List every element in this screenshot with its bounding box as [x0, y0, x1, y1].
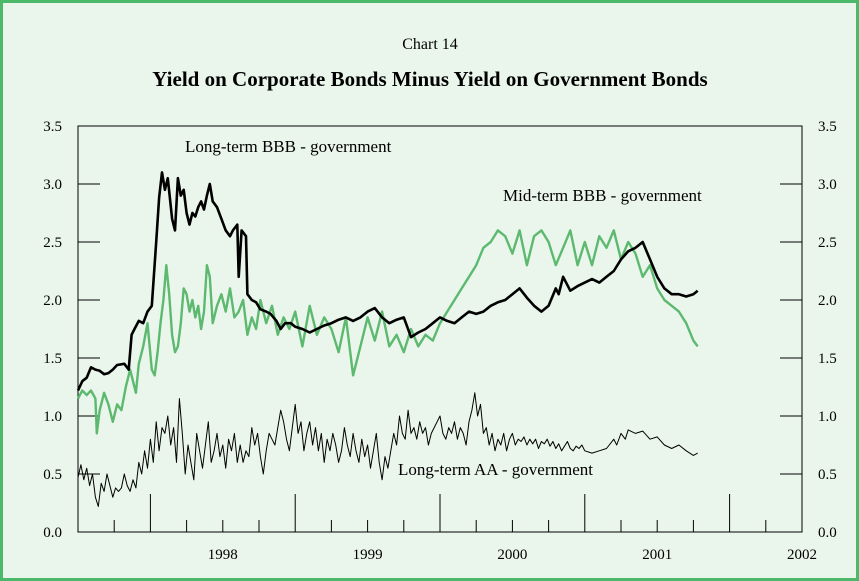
- x-tick-label: 2000: [497, 547, 527, 563]
- y-tick-label-left: 0.5: [43, 467, 62, 483]
- annotation-mid-term-bbb: Mid-term BBB - government: [503, 186, 702, 205]
- y-tick-label-right: 3.5: [818, 119, 837, 135]
- y-tick-label-left: 3.5: [43, 119, 62, 135]
- series-line-long-term-aa-government: [77, 392, 698, 507]
- series-layer: [76, 171, 699, 507]
- series-line-mid-term-bbb-government: [76, 229, 699, 435]
- series-line-long-term-bbb-government: [76, 171, 699, 392]
- annotation-long-term-aa: Long-term AA - government: [398, 460, 593, 479]
- y-tick-label-left: 0.0: [43, 525, 62, 541]
- x-tick-label: 1999: [353, 547, 383, 563]
- x-tick-label: 2002: [787, 547, 817, 563]
- y-tick-label-right: 2.0: [818, 293, 837, 309]
- figure-label: Chart 14: [402, 36, 458, 53]
- y-tick-label-left: 2.0: [43, 293, 62, 309]
- y-tick-label-left: 1.5: [43, 351, 62, 367]
- y-tick-label-right: 3.0: [818, 177, 837, 193]
- y-tick-label-left: 3.0: [43, 177, 62, 193]
- x-tick-label: 1998: [208, 547, 238, 563]
- y-tick-label-right: 1.0: [818, 409, 837, 425]
- y-tick-label-right: 2.5: [818, 235, 837, 251]
- y-tick-label-right: 0.5: [818, 467, 837, 483]
- chart-title: Yield on Corporate Bonds Minus Yield on …: [152, 67, 707, 91]
- y-tick-label-right: 1.5: [818, 351, 837, 367]
- annotation-long-term-bbb: Long-term BBB - government: [185, 137, 392, 156]
- y-tick-label-left: 2.5: [43, 235, 62, 251]
- y-tick-label-right: 0.0: [818, 525, 837, 541]
- y-tick-label-left: 1.0: [43, 409, 62, 425]
- plot-area: 0.0 0.0 0.5 0.5 1.0 1.0 1.5 1.5 2.0 2.0 2.5 2.5 3.0 3…: [43, 119, 837, 563]
- x-tick-label: 2001: [642, 547, 672, 563]
